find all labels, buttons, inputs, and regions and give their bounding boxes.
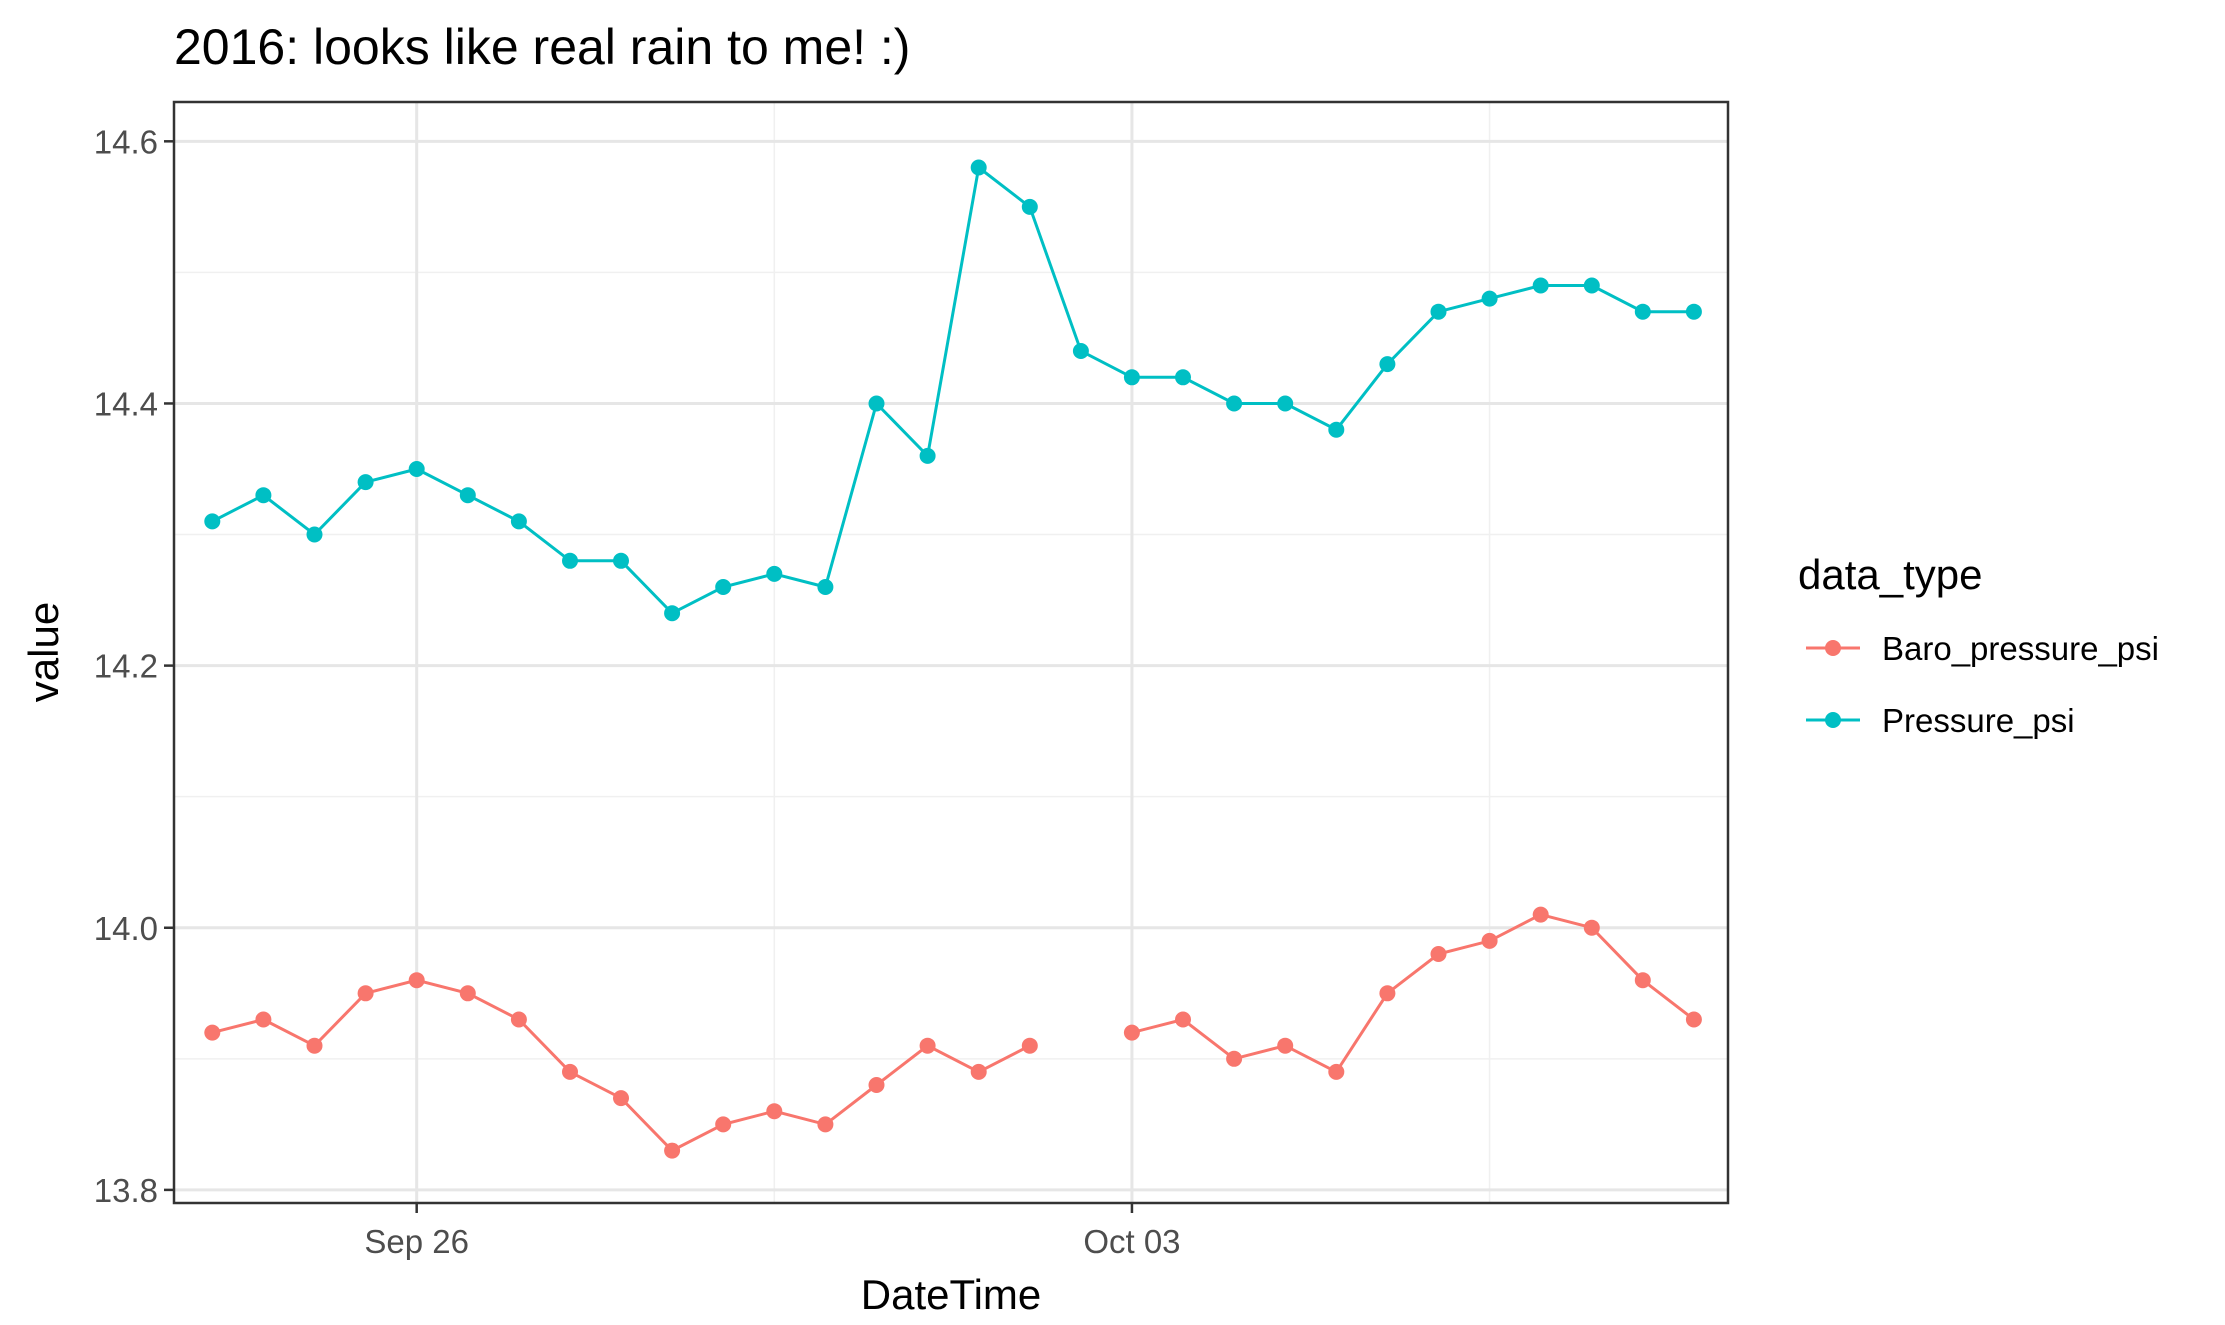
data-point (1532, 906, 1549, 923)
series-Pressure_psi (204, 159, 1702, 622)
legend-item-Baro_pressure_psi: Baro_pressure_psi (1806, 630, 2159, 667)
y-tick-label: 14.4 (94, 385, 158, 422)
legend: data_type Baro_pressure_psi Pressure_psi (1798, 551, 2159, 739)
data-point (1634, 972, 1651, 989)
legend-key-point (1825, 640, 1841, 656)
series-line (1131, 913, 1695, 1074)
y-tick-label: 13.8 (94, 1172, 158, 1209)
data-point (255, 487, 272, 504)
data-point (1175, 369, 1191, 386)
y-tick-label: 14.0 (94, 910, 158, 947)
y-axis: 13.8 14.0 14.2 14.4 14.6 (94, 123, 174, 1209)
legend-label: Baro_pressure_psi (1882, 630, 2159, 667)
data-point (1072, 343, 1089, 359)
legend-title: data_type (1798, 551, 1983, 598)
data-point (1175, 1011, 1191, 1028)
data-point (868, 1077, 885, 1093)
data-point (715, 1116, 732, 1133)
data-point (1583, 919, 1600, 936)
data-point (817, 1116, 834, 1133)
data-point (919, 1037, 936, 1054)
data-point (510, 513, 527, 530)
legend-label: Pressure_psi (1882, 702, 2075, 739)
plot-panel-border (172, 100, 1730, 1205)
data-point (766, 565, 783, 582)
data-point (1123, 1024, 1140, 1041)
data-point (1481, 290, 1498, 307)
data-point (1430, 303, 1447, 320)
data-point (664, 1142, 681, 1159)
data-point (562, 1063, 578, 1080)
data-point (1328, 1063, 1345, 1080)
data-point (1277, 395, 1294, 412)
data-point (868, 395, 885, 412)
data-point (1277, 1037, 1294, 1054)
x-axis: Sep 26 Oct 03 (364, 1203, 1181, 1260)
data-point (1481, 932, 1498, 949)
data-point (919, 447, 936, 464)
series-layer (204, 159, 1702, 1159)
data-point (613, 1090, 629, 1107)
data-point (1634, 303, 1651, 320)
data-point (1685, 303, 1702, 320)
data-point (408, 972, 425, 989)
chart-title: 2016: looks like real rain to me! :) (174, 19, 910, 75)
data-point (1379, 985, 1396, 1002)
series-line (211, 978, 1031, 1153)
data-point (1328, 421, 1345, 438)
data-point (459, 487, 476, 504)
data-point (766, 1103, 783, 1120)
series-line (211, 164, 1694, 616)
data-point (1123, 369, 1140, 386)
data-point (357, 985, 374, 1002)
data-point (306, 1037, 323, 1054)
data-point (664, 605, 681, 622)
data-point (255, 1011, 272, 1028)
data-point (357, 474, 374, 491)
data-point (204, 1024, 221, 1041)
legend-key-point (1825, 712, 1841, 728)
data-point (1583, 277, 1600, 294)
data-point (715, 579, 732, 595)
data-point (1379, 356, 1396, 373)
legend-item-Pressure_psi: Pressure_psi (1806, 702, 2075, 739)
x-tick-label: Sep 26 (364, 1223, 469, 1260)
grid (174, 102, 1728, 1203)
x-axis-title: DateTime (861, 1271, 1042, 1318)
data-point (1532, 277, 1549, 294)
y-tick-label: 14.2 (94, 648, 158, 685)
data-point (204, 513, 221, 530)
data-point (970, 159, 987, 176)
data-point (1021, 198, 1038, 215)
y-tick-label: 14.6 (94, 123, 158, 160)
data-point (1226, 395, 1243, 412)
data-point (1685, 1011, 1702, 1028)
series-Baro_pressure_psi (204, 906, 1702, 1159)
data-point (562, 552, 578, 569)
data-point (970, 1063, 987, 1080)
data-point (613, 552, 629, 569)
data-point (459, 985, 476, 1002)
y-axis-title: value (20, 602, 67, 702)
data-point (1430, 946, 1447, 962)
data-point (408, 461, 425, 477)
data-point (1226, 1050, 1243, 1067)
x-tick-label: Oct 03 (1083, 1223, 1180, 1260)
data-point (817, 579, 834, 595)
data-point (306, 526, 323, 543)
data-point (1021, 1037, 1038, 1054)
data-point (510, 1011, 527, 1028)
